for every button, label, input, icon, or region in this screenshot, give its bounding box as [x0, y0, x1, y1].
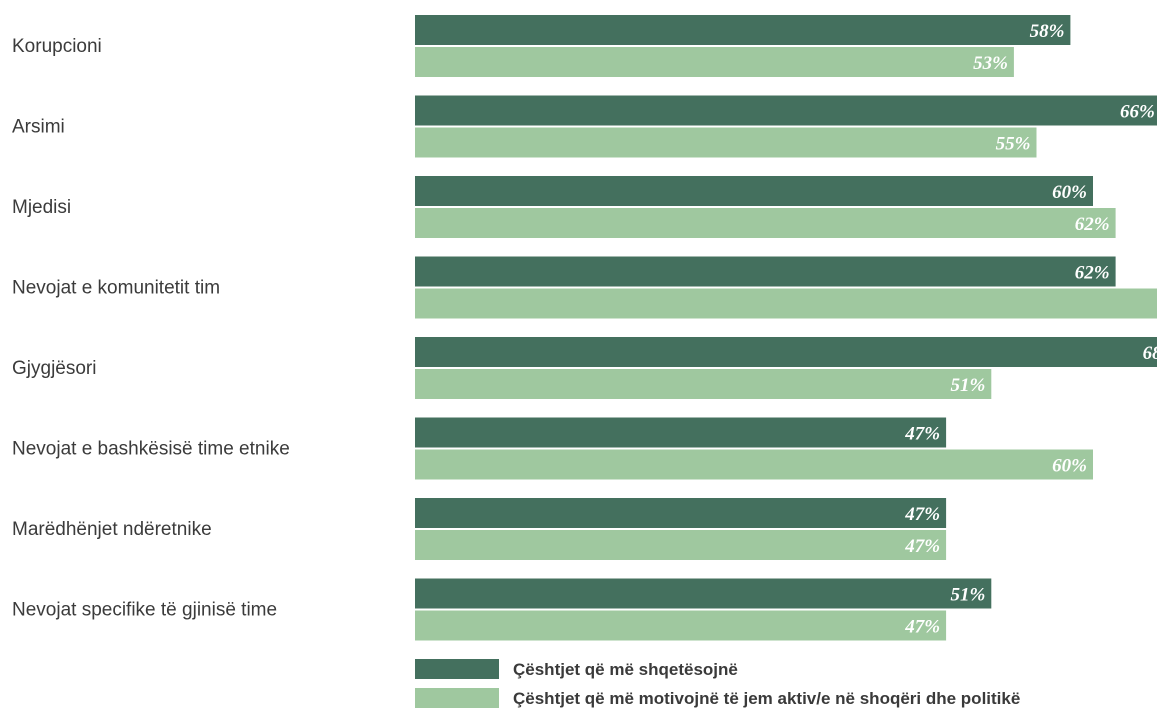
category-label: Mjedisi	[12, 197, 71, 218]
category-label: Korupcioni	[12, 36, 102, 57]
bar-motivation	[415, 530, 947, 560]
bar-concern	[415, 256, 1116, 287]
legend-label: Çështjet që më shqetësojnë	[513, 660, 738, 679]
bar-motivation	[415, 369, 992, 399]
bar-motivation	[415, 127, 1037, 158]
bar-concern	[415, 578, 992, 609]
category-label: Marëdhënjet ndëretnike	[12, 519, 212, 540]
data-label: 51%	[950, 585, 985, 606]
data-label: 58%	[1030, 21, 1065, 42]
data-label: 62%	[1075, 263, 1110, 284]
data-label: 68%	[1143, 343, 1157, 364]
data-label: 47%	[904, 617, 940, 638]
bar-motivation	[415, 449, 1093, 480]
bar-motivation	[415, 610, 947, 641]
bar-concern	[415, 95, 1157, 126]
bar-concern	[415, 417, 947, 448]
data-label: 60%	[1052, 456, 1087, 477]
category-label: Arsimi	[12, 117, 65, 138]
category-label: Gjygjësori	[12, 358, 96, 379]
data-label: 66%	[1120, 102, 1155, 123]
bar-motivation	[415, 288, 1157, 319]
bar-concern	[415, 15, 1071, 45]
data-label: 55%	[996, 134, 1031, 155]
data-label: 60%	[1052, 182, 1087, 203]
data-label: 62%	[1075, 214, 1110, 235]
bar-motivation	[415, 47, 1014, 77]
data-label: 47%	[904, 424, 940, 445]
bar-concern	[415, 498, 947, 528]
category-label: Nevojat e komunitetit tim	[12, 278, 220, 299]
data-label: 53%	[973, 53, 1008, 74]
category-label: Nevojat e bashkësisë time etnike	[12, 439, 290, 460]
legend-label: Çështjet që më motivojnë të jem aktiv/e …	[513, 689, 1020, 708]
category-label: Nevojat specifike të gjinisë time	[12, 600, 277, 621]
legend-swatch	[415, 659, 499, 679]
bar-concern	[415, 337, 1157, 367]
bar-motivation	[415, 208, 1116, 238]
legend-swatch	[415, 688, 499, 708]
data-label: 47%	[904, 536, 940, 557]
data-label: 51%	[950, 375, 985, 396]
data-label: 47%	[904, 504, 940, 525]
bar-concern	[415, 176, 1093, 206]
